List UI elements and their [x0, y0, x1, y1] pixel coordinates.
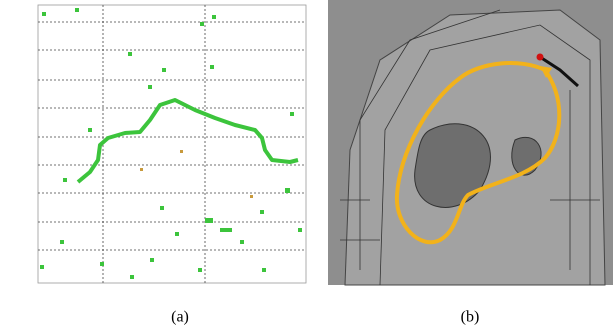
point — [205, 218, 213, 223]
point — [210, 65, 214, 69]
point — [250, 195, 253, 198]
panel-a: (a) — [38, 5, 306, 326]
start-point — [537, 54, 544, 61]
page: (a) (b) (() => { const data = JSON.parse… — [0, 0, 613, 328]
point — [180, 150, 183, 153]
point — [88, 128, 92, 132]
point — [60, 240, 64, 244]
point — [200, 22, 204, 26]
point — [298, 228, 302, 232]
figure: (a) (b) — [0, 0, 613, 328]
point — [262, 268, 266, 272]
point — [150, 258, 154, 262]
point — [42, 12, 46, 16]
point — [198, 268, 202, 272]
point — [148, 85, 152, 89]
point — [175, 232, 179, 236]
point — [285, 188, 290, 193]
point — [220, 228, 232, 232]
plot-frame — [38, 5, 306, 283]
point — [162, 68, 166, 72]
point — [63, 178, 67, 182]
point — [260, 210, 264, 214]
caption: (b) — [461, 309, 480, 326]
point — [212, 15, 216, 19]
point — [140, 168, 143, 171]
caption: (a) — [171, 309, 189, 326]
panel-b: (b) — [328, 0, 613, 326]
point — [290, 112, 294, 116]
point — [128, 52, 132, 56]
point — [160, 206, 164, 210]
point — [100, 262, 104, 266]
point — [130, 275, 134, 279]
point — [40, 265, 44, 269]
point — [75, 8, 79, 12]
point — [240, 240, 244, 244]
